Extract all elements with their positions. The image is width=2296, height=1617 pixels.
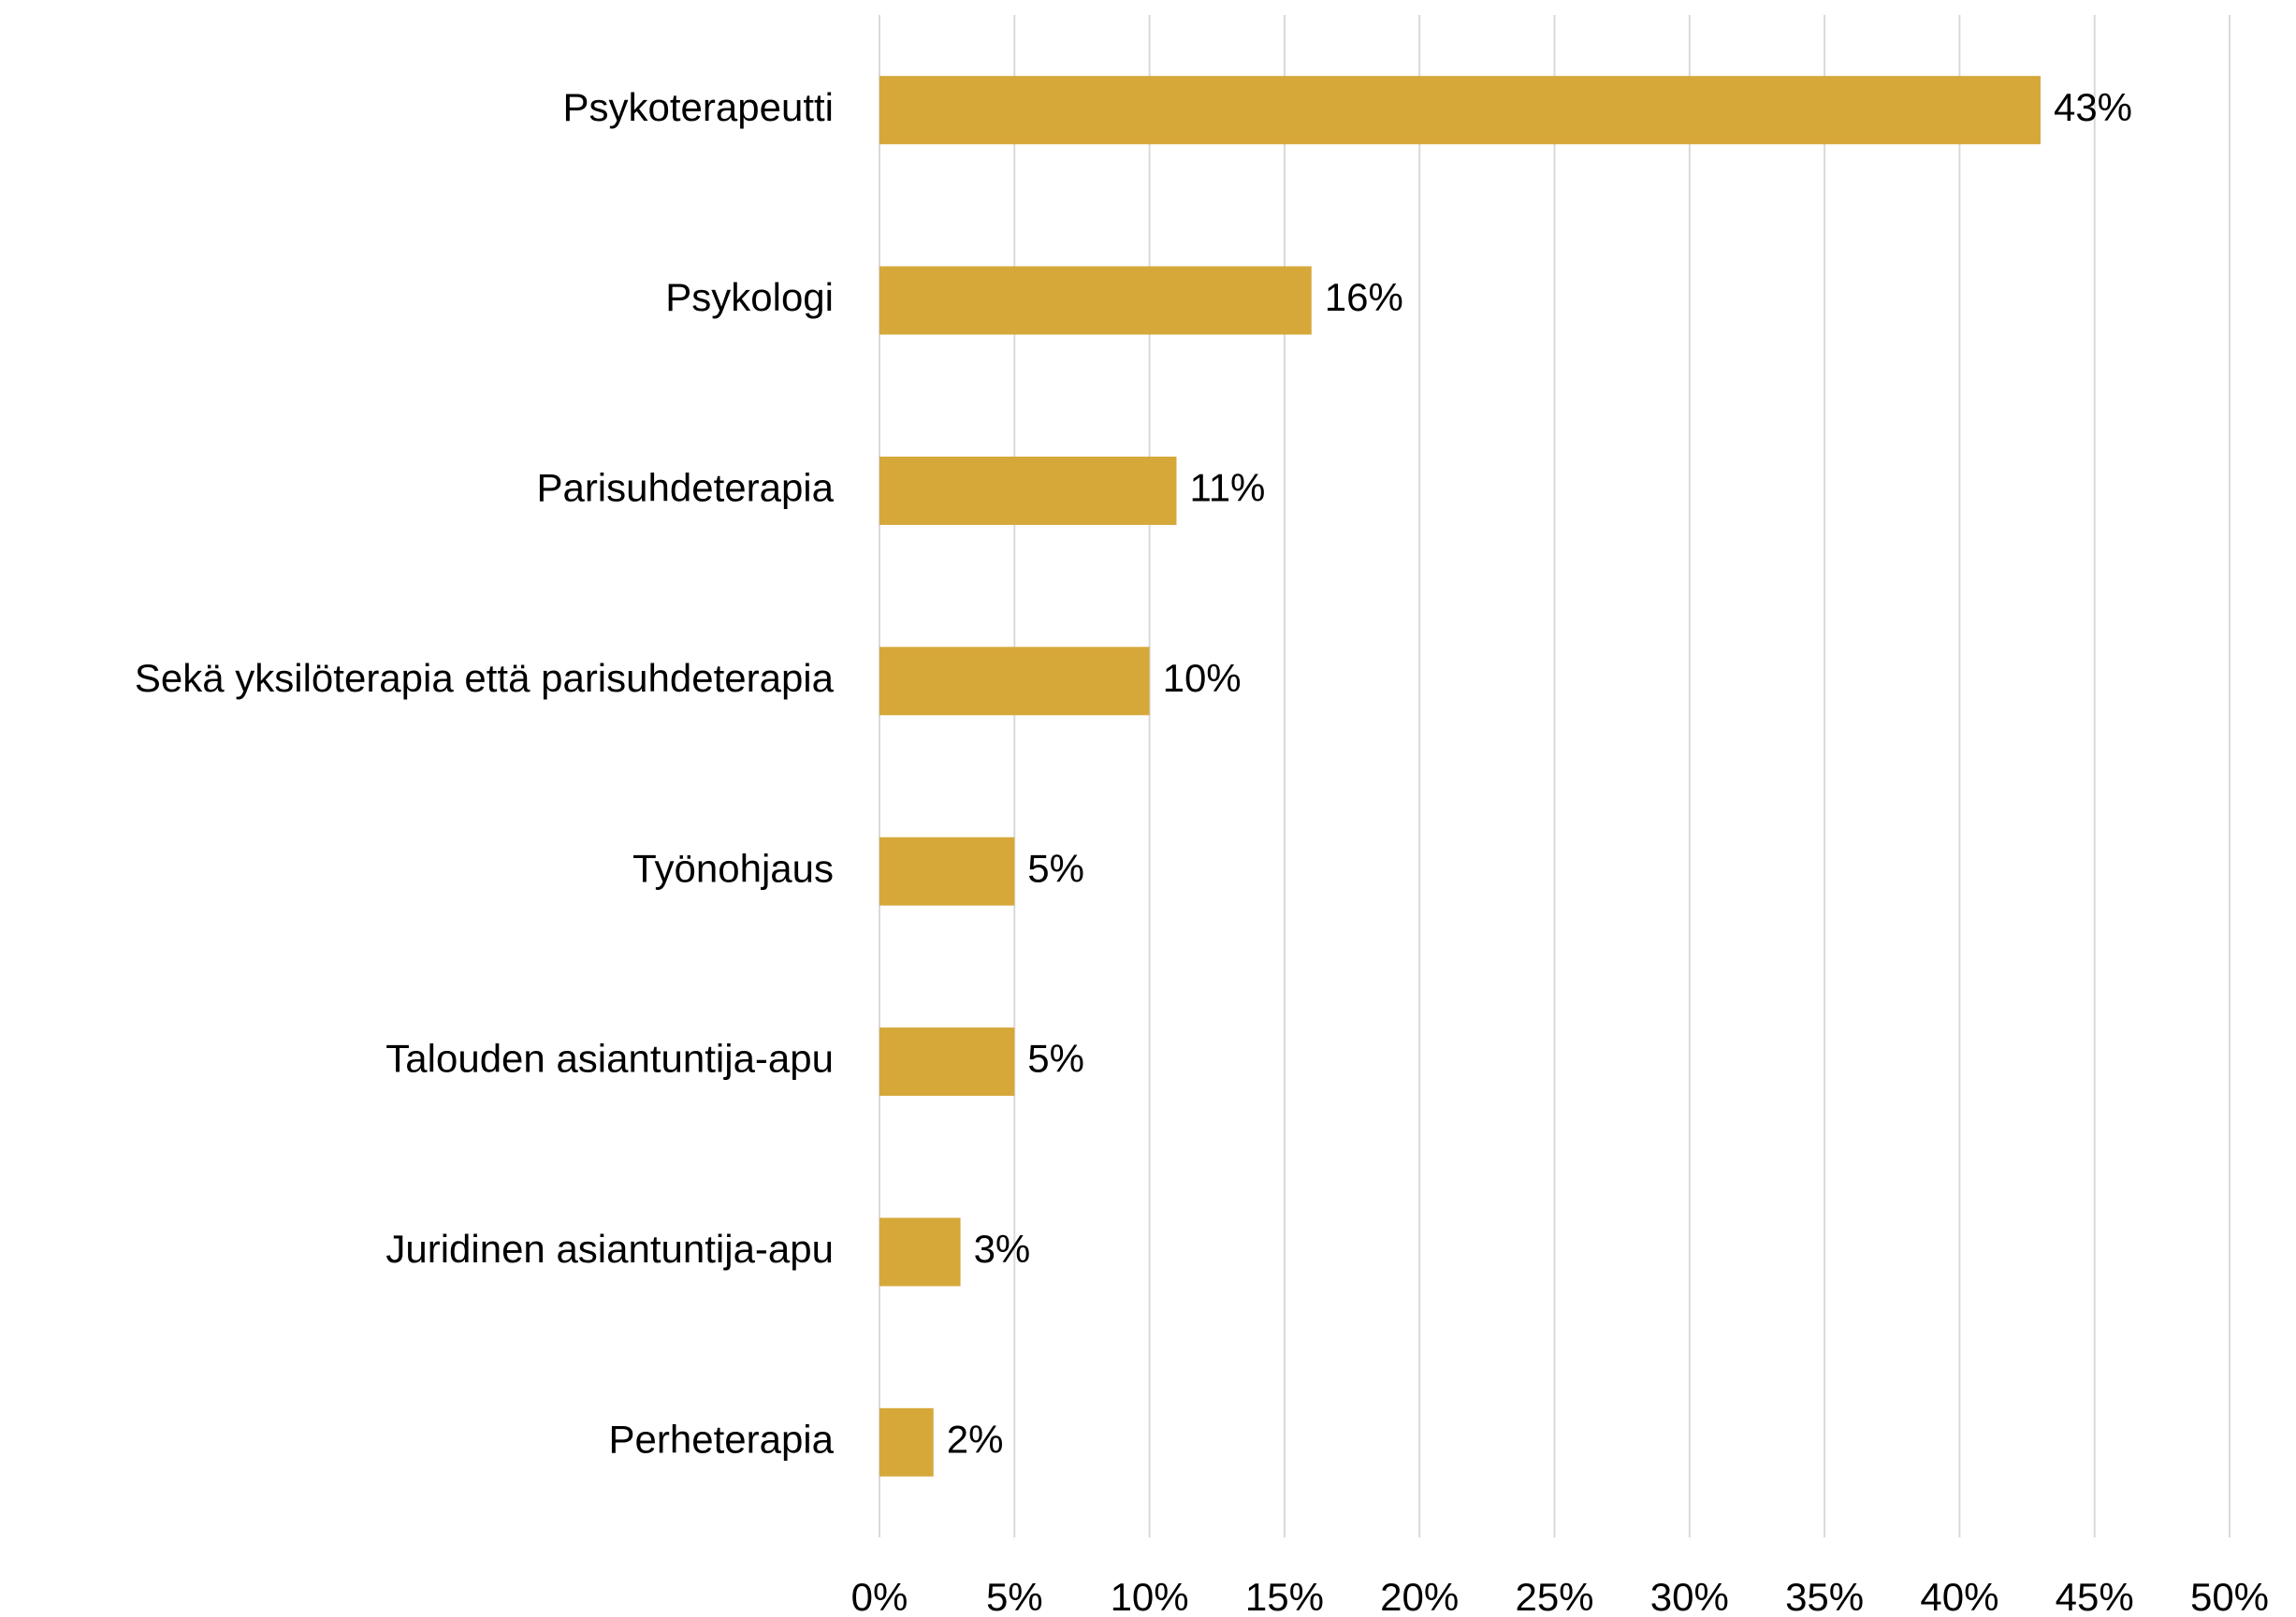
bar <box>879 1407 934 1477</box>
bar <box>879 76 2041 145</box>
x-tick-label: 5% <box>986 1575 1043 1617</box>
category-label: Työnohjaus <box>632 846 834 890</box>
value-label: 43% <box>2054 85 2132 129</box>
bar <box>879 837 1015 906</box>
value-label: 11% <box>1189 466 1265 510</box>
x-tick-label: 25% <box>1515 1575 1593 1617</box>
x-tick-label: 40% <box>1920 1575 1998 1617</box>
value-label: 3% <box>974 1227 1031 1271</box>
category-label: Perheterapia <box>609 1417 835 1461</box>
x-tick-label: 0% <box>851 1575 908 1617</box>
value-label: 2% <box>947 1417 1004 1461</box>
category-label: Talouden asiantuntija-apu <box>385 1037 834 1081</box>
x-tick-label: 20% <box>1380 1575 1459 1617</box>
x-tick-label: 45% <box>2056 1575 2134 1617</box>
value-label: 16% <box>1325 275 1403 319</box>
category-label: Parisuhdeterapia <box>536 466 834 510</box>
x-tick-label: 10% <box>1111 1575 1189 1617</box>
bar <box>879 647 1150 716</box>
value-label: 5% <box>1027 846 1084 890</box>
bar <box>879 456 1177 525</box>
category-label: Psykologi <box>665 275 834 319</box>
value-label: 5% <box>1027 1037 1084 1081</box>
x-tick-label: 35% <box>1785 1575 1864 1617</box>
bar <box>879 266 1312 335</box>
bar <box>879 1217 961 1287</box>
category-label: Psykoterapeutti <box>563 85 835 129</box>
x-tick-label: 30% <box>1650 1575 1729 1617</box>
bar <box>879 1027 1015 1097</box>
value-label: 10% <box>1163 656 1242 700</box>
category-label: Sekä yksilöterapia että parisuhdeterapia <box>135 656 835 700</box>
x-tick-label: 15% <box>1245 1575 1324 1617</box>
x-tick-label: 50% <box>2190 1575 2269 1617</box>
category-label: Juridinen asiantuntija-apu <box>385 1227 834 1271</box>
